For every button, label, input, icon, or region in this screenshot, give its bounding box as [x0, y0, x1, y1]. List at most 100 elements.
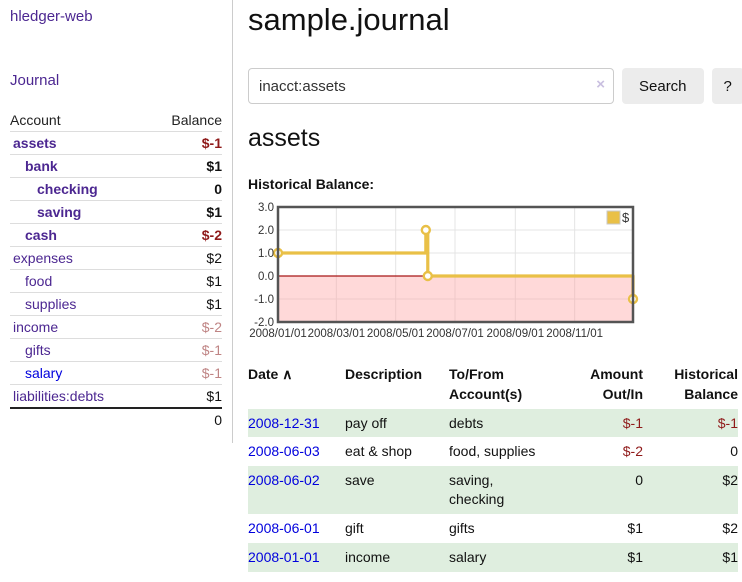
transaction-amount: $-2: [622, 443, 643, 460]
accounts-total-value: 0: [147, 407, 222, 431]
account-row: food $1: [10, 269, 222, 293]
transaction-row: 2008-06-03 eat & shop food, supplies $-2 0: [248, 437, 738, 466]
svg-text:-2.0: -2.0: [254, 317, 274, 329]
account-balance: $-2: [147, 315, 222, 339]
account-balance: $1: [147, 200, 222, 224]
account-row: checking 0: [10, 177, 222, 201]
accounts-total-row: 0: [10, 407, 222, 431]
register-col-header: Description: [345, 366, 423, 382]
transaction-amount: $-1: [622, 414, 643, 431]
sidebar-account-link[interactable]: salary: [25, 365, 63, 381]
transaction-balance: 0: [730, 443, 738, 460]
svg-text:0.0: 0.0: [258, 271, 274, 283]
transaction-date-link[interactable]: 2008-12-31: [248, 414, 320, 431]
accounts-table: Account Balance assets $-1 bank $1 checking 0…: [10, 109, 222, 431]
svg-text:2008/05/01: 2008/05/01: [367, 328, 425, 340]
transaction-row: 2008-12-31 pay off debts $-1 $-1: [248, 408, 738, 438]
account-balance: $1: [147, 154, 222, 178]
sort-asc-icon[interactable]: ∧: [278, 366, 293, 382]
sidebar: hledger-web Journal Account Balance asse…: [0, 0, 233, 443]
accounts-col-account: Account: [10, 109, 148, 132]
transaction-description: income: [345, 549, 391, 566]
account-balance: $-1: [147, 131, 222, 155]
transaction-date-link[interactable]: 2008-06-01: [248, 520, 320, 537]
sidebar-account-link[interactable]: gifts: [25, 342, 51, 358]
account-balance: $2: [147, 246, 222, 270]
account-row: supplies $1: [10, 292, 222, 316]
accounts-table-body: assets $-1 bank $1 checking 0 saving $1 cash $-2 e…: [10, 131, 222, 409]
account-balance: $1: [147, 292, 222, 316]
search-input[interactable]: [248, 68, 614, 104]
sidebar-account-link[interactable]: expenses: [13, 250, 73, 266]
transaction-date-link[interactable]: 2008-06-02: [248, 472, 320, 489]
sidebar-account-link[interactable]: bank: [25, 158, 58, 174]
search-help-button[interactable]: ?: [711, 68, 742, 104]
register-table: Date ∧ Description To/From Account(s) Amount…: [248, 360, 738, 572]
svg-text:3.0: 3.0: [258, 202, 274, 214]
page-title: sample.journal: [248, 2, 450, 37]
svg-text:2008/11/01: 2008/11/01: [546, 328, 603, 340]
svg-text:-1.0: -1.0: [254, 294, 274, 306]
transaction-accounts: debts: [449, 414, 484, 431]
sidebar-account-link[interactable]: assets: [13, 135, 57, 151]
sidebar-item-journal[interactable]: Journal: [10, 72, 60, 89]
accounts-table-header: Account Balance: [10, 109, 222, 132]
sidebar-account-link[interactable]: liabilities:debts: [13, 388, 105, 404]
sidebar-account-link[interactable]: supplies: [25, 296, 77, 312]
svg-text:2008/07/01: 2008/07/01: [426, 328, 484, 340]
accounts-col-balance: Balance: [147, 109, 222, 132]
svg-text:2008/03/01: 2008/03/01: [308, 328, 366, 340]
sidebar-account-link[interactable]: saving: [37, 204, 82, 220]
account-balance: $-1: [147, 361, 222, 385]
sidebar-account-link[interactable]: food: [25, 273, 53, 289]
transaction-balance: $2: [722, 472, 738, 489]
transaction-description: save: [345, 472, 375, 489]
transaction-description: pay off: [345, 414, 387, 431]
sidebar-account-link[interactable]: income: [13, 319, 59, 335]
account-heading: assets: [248, 124, 321, 152]
transaction-balance: $-1: [717, 414, 738, 431]
transaction-row: 2008-01-01 income salary $1 $1: [248, 543, 738, 572]
account-balance: 0: [147, 177, 222, 201]
transaction-accounts: salary: [449, 549, 487, 566]
historical-balance-chart: $3.0 2.0 1.0 0.0 -1.0 -2.0 2008/01/01 2008/03/0…: [248, 198, 728, 346]
account-balance: $1: [147, 269, 222, 293]
app-title-link[interactable]: hledger-web: [10, 8, 93, 25]
transaction-amount: $1: [627, 549, 643, 566]
search-button[interactable]: Search: [622, 68, 704, 104]
search-form: × Search ?: [248, 68, 742, 104]
register-col-header: Amount Out/In: [590, 366, 643, 403]
transaction-date-link[interactable]: 2008-01-01: [248, 549, 320, 566]
account-row: assets $-1: [10, 131, 222, 155]
transaction-balance: $1: [722, 549, 738, 566]
search-input-wrap: ×: [248, 68, 614, 104]
legend-label: $: [622, 210, 630, 225]
account-row: bank $1: [10, 154, 222, 178]
transaction-row: 2008-06-01 gift gifts $1 $2: [248, 514, 738, 543]
clear-search-icon[interactable]: ×: [596, 76, 605, 93]
register-col-header: To/From Account(s): [449, 366, 523, 403]
transaction-amount: $1: [627, 520, 643, 537]
svg-text:2008/09/01: 2008/09/01: [487, 328, 545, 340]
account-row: gifts $-1: [10, 338, 222, 362]
accounts-total-spacer: [10, 407, 148, 431]
transaction-row: 2008-06-02 save saving, checking 0 $2: [248, 466, 738, 515]
transaction-date-link[interactable]: 2008-06-03: [248, 443, 320, 460]
account-row: expenses $2: [10, 246, 222, 270]
register-col-header: Historical Balance: [674, 366, 738, 403]
legend-swatch: [606, 210, 621, 225]
account-row: saving $1: [10, 200, 222, 224]
register-col-header[interactable]: Date ∧: [248, 366, 293, 382]
transaction-accounts: food, supplies: [449, 443, 536, 460]
sidebar-account-link[interactable]: cash: [25, 227, 57, 243]
sidebar-account-link[interactable]: checking: [37, 181, 98, 197]
svg-text:2008/01/01: 2008/01/01: [249, 328, 307, 340]
account-balance: $1: [147, 384, 222, 409]
svg-text:1.0: 1.0: [258, 248, 274, 260]
account-row: liabilities:debts $1: [10, 384, 222, 409]
transaction-description: gift: [345, 520, 364, 537]
transaction-balance: $2: [722, 520, 738, 537]
transaction-accounts: gifts: [449, 520, 475, 537]
transaction-description: eat & shop: [345, 443, 412, 460]
transaction-amount: 0: [635, 472, 643, 489]
